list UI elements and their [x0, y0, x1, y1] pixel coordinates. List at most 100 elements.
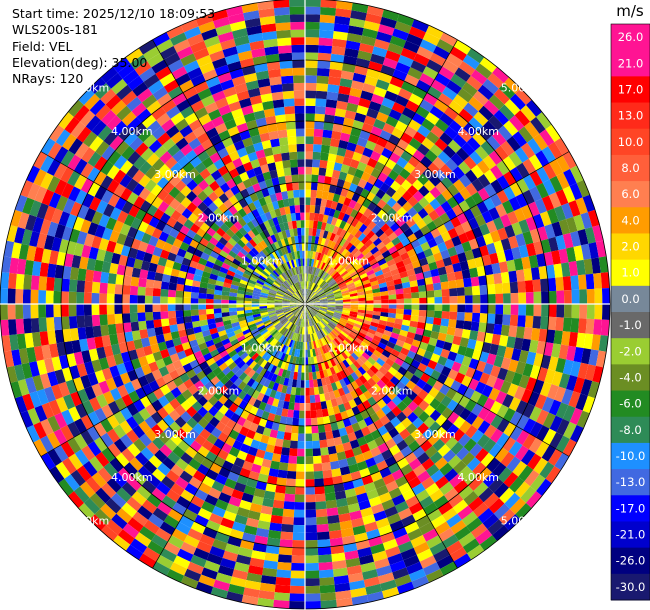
- range-gate: [453, 191, 465, 205]
- range-gate: [479, 313, 488, 324]
- range-gate: [342, 180, 352, 191]
- range-gate: [444, 358, 455, 370]
- range-gate: [305, 121, 315, 129]
- range-gate: [434, 296, 443, 304]
- range-gate: [364, 335, 373, 343]
- range-gate: [419, 99, 434, 113]
- range-gate: [335, 264, 343, 272]
- range-gate: [328, 280, 336, 287]
- range-gate: [333, 23, 350, 33]
- range-gate: [312, 144, 322, 153]
- range-gate: [410, 359, 421, 369]
- range-gate: [496, 418, 510, 433]
- range-gate: [421, 263, 431, 273]
- range-gate: [412, 86, 427, 100]
- range-gate: [377, 323, 387, 330]
- range-gate: [308, 281, 313, 290]
- range-gate: [348, 199, 357, 209]
- range-gate: [357, 269, 367, 277]
- range-gate: [341, 313, 350, 319]
- range-gate: [409, 254, 419, 264]
- range-gate: [312, 284, 318, 292]
- range-gate: [551, 221, 563, 237]
- range-gate: [387, 289, 396, 296]
- range-gate: [332, 234, 340, 243]
- range-gate: [357, 309, 366, 314]
- range-gate: [409, 223, 421, 234]
- range-gate: [322, 214, 329, 223]
- range-gate: [470, 321, 480, 332]
- range-gate: [307, 281, 310, 290]
- range-gate: [374, 331, 384, 339]
- range-gate: [355, 252, 365, 261]
- range-gate: [392, 69, 408, 82]
- range-gate: [427, 86, 443, 100]
- range-gate: [393, 323, 402, 330]
- range-gate: [356, 161, 368, 172]
- range-gate: [363, 20, 380, 32]
- range-gate: [308, 281, 311, 290]
- range-gate: [324, 287, 332, 293]
- range-gate: [307, 250, 311, 259]
- range-gate: [435, 193, 447, 206]
- range-gate: [479, 284, 488, 295]
- range-gate: [527, 391, 540, 407]
- range-gate: [444, 238, 455, 250]
- range-gate: [327, 300, 336, 303]
- range-gate: [415, 79, 431, 93]
- range-gate: [408, 274, 417, 282]
- range-gate: [513, 385, 526, 401]
- range-gate: [317, 291, 325, 297]
- range-gate: [474, 145, 489, 161]
- range-gate: [394, 21, 412, 34]
- range-gate: [305, 0, 321, 8]
- range-gate: [487, 294, 496, 304]
- range-gate: [586, 304, 595, 320]
- range-gate: [442, 145, 456, 159]
- colorbar-tick-label: 17.0: [618, 82, 644, 96]
- range-gate: [563, 168, 577, 187]
- range-gate: [350, 218, 359, 228]
- range-gate: [305, 298, 311, 304]
- range-gate: [353, 279, 362, 285]
- range-gate: [562, 186, 576, 203]
- range-gate: [464, 196, 477, 209]
- range-gate: [381, 97, 395, 109]
- range-gate: [381, 165, 393, 177]
- range-gate: [340, 287, 349, 293]
- range-gate: [513, 337, 524, 350]
- range-gate: [305, 21, 320, 30]
- range-gate: [468, 96, 484, 112]
- range-gate: [509, 314, 519, 327]
- range-gate: [318, 261, 324, 270]
- range-gate: [351, 2, 369, 14]
- range-gate: [437, 151, 451, 164]
- range-gate: [522, 230, 534, 245]
- range-gate: [365, 300, 374, 304]
- range-gate: [398, 113, 412, 126]
- range-gate: [349, 313, 358, 318]
- range-gate: [341, 124, 353, 135]
- range-gate: [360, 259, 369, 267]
- range-gate: [533, 133, 549, 151]
- range-gate: [372, 311, 381, 316]
- range-gate: [331, 271, 339, 279]
- range-gate: [404, 74, 420, 87]
- range-gate: [411, 304, 420, 310]
- range-gate: [486, 375, 498, 388]
- range-gate: [349, 330, 358, 338]
- range-gate: [548, 399, 562, 416]
- range-gate: [320, 198, 328, 208]
- range-gate: [490, 414, 504, 429]
- range-gate: [479, 351, 490, 363]
- colorbar-tick-label: -8.0: [619, 423, 641, 437]
- range-gate: [397, 352, 407, 362]
- range-gate: [319, 308, 327, 313]
- range-gate: [453, 114, 469, 129]
- range-gate: [556, 172, 570, 190]
- range-gate: [522, 363, 534, 378]
- range-gate: [399, 168, 411, 180]
- range-gate: [370, 93, 385, 105]
- range-gate: [488, 94, 505, 110]
